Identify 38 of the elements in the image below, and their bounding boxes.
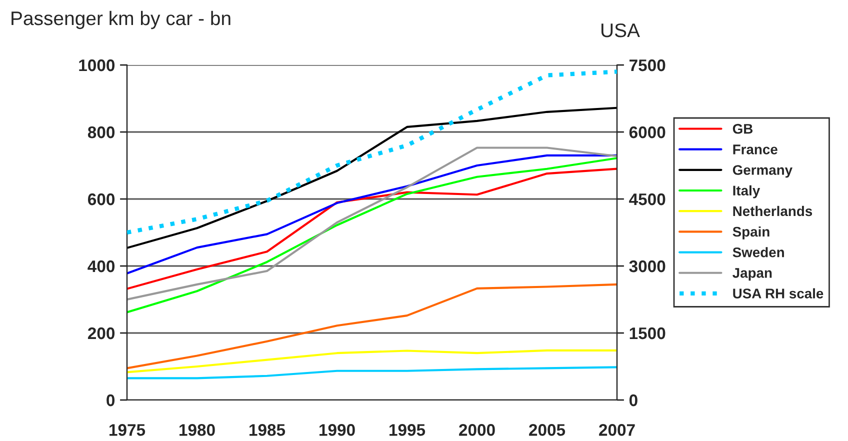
y-tick-label: 200 — [88, 327, 115, 340]
y-tick-label: 1000 — [79, 59, 115, 72]
y2-axis-title: USA — [602, 23, 640, 38]
line-series — [127, 106, 617, 249]
y2-tick-label: 7500 — [630, 59, 666, 72]
y-tick-label: 0 — [106, 394, 115, 406]
x-tick-label: 1995 — [390, 424, 426, 436]
y-tick-label: 400 — [88, 260, 115, 272]
legend-label: France — [733, 144, 778, 154]
legend-label: Netherlands — [733, 206, 812, 216]
x-tick-label: 1975 — [110, 424, 146, 436]
x-tick-label: 2005 — [529, 424, 566, 436]
line-series — [127, 366, 617, 380]
line-series — [127, 283, 617, 370]
x-tick-label: 2000 — [459, 424, 495, 436]
legend-label: Italy — [733, 185, 760, 198]
line-series — [127, 154, 617, 274]
legend-label: GB — [732, 124, 753, 134]
legend-label: USA RH scale — [733, 288, 824, 298]
x-tick-label: 1985 — [250, 424, 286, 436]
line-series — [127, 168, 617, 290]
x-tick-label: 1980 — [180, 424, 215, 436]
y-tick-label: 800 — [88, 126, 115, 138]
legend-label: Spain — [732, 226, 770, 240]
y2-tick-label: 6000 — [629, 126, 666, 138]
y2-tick-label: 4500 — [629, 193, 666, 206]
legend-label: Sweden — [732, 247, 784, 258]
y2-tick-label: 1500 — [630, 327, 666, 340]
x-tick-label: 1990 — [320, 424, 355, 436]
y2-tick-label: 0 — [629, 394, 638, 406]
legend-label: Japan — [732, 268, 772, 281]
x-tick-label: 2007 — [599, 424, 635, 436]
chart-title: Passenger km by car - bn — [12, 10, 230, 30]
legend-label: Germany — [732, 165, 792, 178]
line-series — [127, 349, 617, 374]
y2-tick-label: 3000 — [629, 260, 666, 272]
line-series — [127, 70, 617, 235]
y-tick-label: 600 — [88, 193, 115, 206]
